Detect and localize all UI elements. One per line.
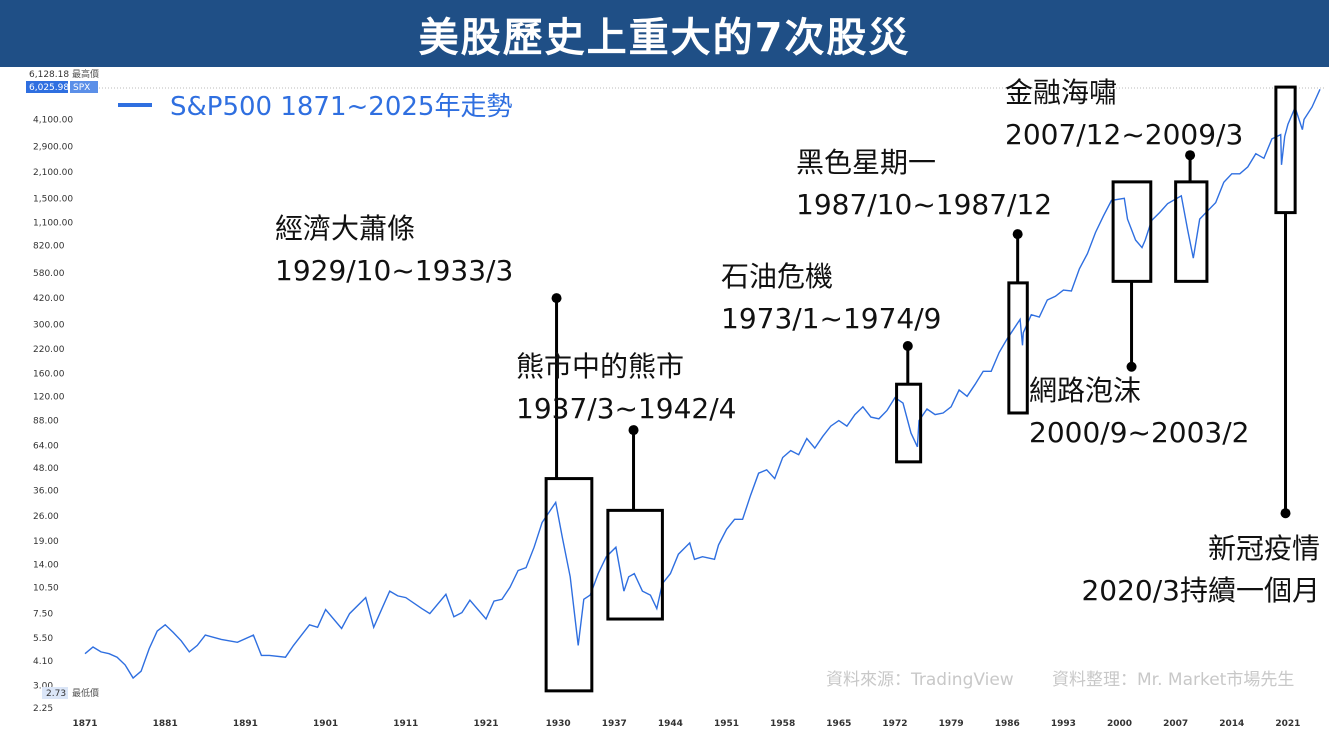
crash-label: 金融海嘯	[1005, 76, 1117, 109]
y-tick-label: 3.00	[33, 681, 53, 691]
y-tick-label: 2.25	[33, 704, 53, 714]
x-tick-label: 1951	[714, 719, 739, 729]
y-tick-label: 1,100.00	[33, 219, 73, 229]
x-tick-label: 1937	[602, 719, 627, 729]
crash-period: 2020/3持續一個月	[1081, 574, 1320, 607]
y-tick-label: 14.00	[33, 561, 59, 571]
y-tick-label: 580.00	[33, 269, 65, 279]
crash-label: 經濟大蕭條	[275, 212, 415, 245]
leader-dot	[1012, 229, 1023, 240]
source-credit: 資料來源：TradingView	[826, 670, 1014, 690]
crash-box	[1274, 85, 1297, 215]
crash-label: 新冠疫情	[1208, 532, 1320, 565]
x-tick-label: 1911	[393, 719, 418, 729]
x-tick-label: 1921	[473, 719, 498, 729]
leader-dot	[1280, 508, 1291, 519]
y-tick-label: 88.00	[33, 417, 59, 427]
crash-box	[544, 477, 594, 693]
crash-period: 1929/10~1933/3	[275, 254, 513, 287]
compiler-credit: 資料整理：Mr. Market市場先生	[1052, 670, 1294, 690]
y-tick-label: 2,100.00	[33, 168, 73, 178]
current-price-value: 6,025.98	[29, 83, 69, 93]
x-tick-label: 1930	[546, 719, 571, 729]
y-tick-label: 820.00	[33, 242, 65, 252]
y-tick-label: 300.00	[33, 320, 65, 330]
x-tick-label: 1972	[882, 719, 907, 729]
x-tick-label: 2021	[1275, 719, 1300, 729]
y-tick-label: 1,500.00	[33, 194, 73, 204]
low-price-tag: 2.73 最低價	[42, 687, 99, 699]
y-tick-label: 10.50	[33, 583, 59, 593]
x-tick-label: 1993	[1051, 719, 1076, 729]
y-tick-label: 19.00	[33, 537, 59, 547]
current-price-tag: 6,025.98 SPX	[26, 81, 98, 93]
y-tick-label: 48.00	[33, 464, 59, 474]
x-tick-label: 1871	[72, 719, 97, 729]
high-price-tag-label: 最高價	[72, 68, 99, 80]
crash-label: 網路泡沫	[1029, 374, 1141, 407]
x-tick-label: 2014	[1219, 719, 1244, 729]
current-price-tag-label: SPX	[73, 83, 90, 93]
x-tick-label: 2007	[1163, 719, 1188, 729]
x-tick-label: 1979	[939, 719, 964, 729]
crash-period: 1973/1~1974/9	[721, 302, 941, 335]
leader-dot	[1126, 361, 1137, 372]
y-tick-label: 160.00	[33, 370, 65, 380]
leader-dot	[551, 293, 562, 304]
crash-box	[606, 508, 664, 621]
y-tick-label: 36.00	[33, 487, 59, 497]
y-tick-label: 64.00	[33, 442, 59, 452]
y-tick-label: 420.00	[33, 294, 65, 304]
x-tick-label: 2000	[1107, 719, 1132, 729]
crash-label: 石油危機	[721, 260, 833, 293]
low-price-tag-label: 最低價	[72, 687, 99, 699]
crash-label: 熊市中的熊市	[516, 350, 684, 383]
x-tick-label: 1958	[770, 719, 795, 729]
leader-dot	[1185, 150, 1196, 161]
leader-dot	[628, 425, 639, 436]
x-tick-label: 1891	[233, 719, 258, 729]
crash-label: 黑色星期一	[796, 146, 936, 179]
high-price-tag: 6,128.18 最高價	[26, 68, 99, 80]
y-tick-label: 2,900.00	[33, 143, 73, 153]
crash-period: 2000/9~2003/2	[1029, 416, 1249, 449]
title-bar: 美股歷史上重大的7次股災	[0, 0, 1329, 67]
y-tick-label: 5.50	[33, 634, 53, 644]
sp500-series-line	[84, 89, 1321, 680]
y-tick-label: 4,100.00	[33, 116, 73, 126]
y-tick-label: 26.00	[33, 512, 59, 522]
legend-label: S&P500 1871~2025年走勢	[170, 92, 512, 122]
x-tick-label: 1965	[826, 719, 851, 729]
x-tick-label: 1901	[313, 719, 338, 729]
crash-box	[1007, 281, 1029, 415]
y-tick-label: 4.10	[33, 657, 53, 667]
leader-dot	[902, 340, 913, 351]
y-tick-label: 7.50	[33, 610, 53, 620]
crash-period: 1937/3~1942/4	[516, 392, 736, 425]
low-price-value: 2.73	[46, 689, 66, 699]
x-tick-label: 1986	[995, 719, 1020, 729]
y-tick-label: 220.00	[33, 345, 65, 355]
crash-period: 2007/12~2009/3	[1005, 118, 1243, 151]
crash-period: 1987/10~1987/12	[796, 188, 1052, 221]
high-price-value: 6,128.18	[29, 70, 69, 80]
x-tick-label: 1881	[153, 719, 178, 729]
page-title: 美股歷史上重大的7次股災	[418, 14, 911, 61]
y-tick-label: 120.00	[33, 392, 65, 402]
x-tick-label: 1944	[658, 719, 683, 729]
